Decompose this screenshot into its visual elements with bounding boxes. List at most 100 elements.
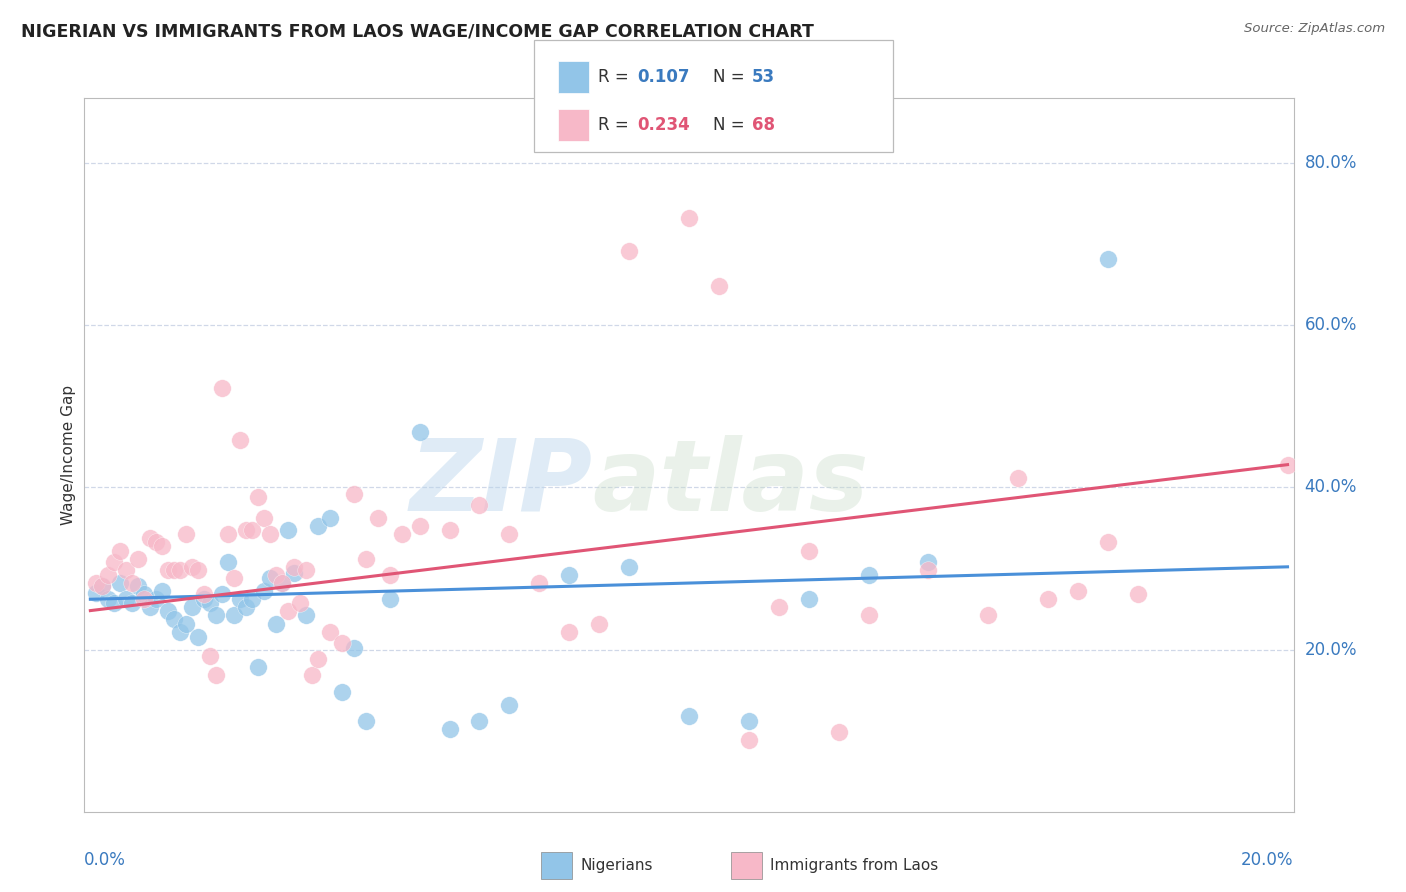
Text: 40.0%: 40.0%	[1305, 478, 1357, 496]
Point	[288, 595, 311, 609]
Point	[253, 584, 276, 599]
Point	[343, 487, 366, 501]
Point	[277, 604, 299, 618]
Point	[150, 539, 173, 553]
Point	[259, 527, 281, 541]
Point	[97, 592, 120, 607]
Point	[145, 535, 167, 549]
Point	[917, 555, 939, 569]
Text: 0.234: 0.234	[637, 116, 690, 134]
Point	[1007, 470, 1029, 484]
Point	[498, 698, 520, 712]
Text: 0.0%: 0.0%	[84, 851, 127, 869]
Point	[134, 587, 156, 601]
Point	[617, 559, 640, 574]
Point	[330, 636, 353, 650]
Point	[103, 555, 125, 569]
Text: R =: R =	[598, 116, 634, 134]
Point	[498, 527, 520, 541]
Text: R =: R =	[598, 69, 634, 87]
Text: 60.0%: 60.0%	[1305, 316, 1357, 334]
Point	[187, 631, 209, 645]
Point	[217, 527, 239, 541]
Point	[1126, 587, 1149, 601]
Point	[110, 576, 132, 591]
Point	[468, 498, 491, 512]
Point	[295, 608, 318, 623]
Point	[91, 579, 114, 593]
Point	[127, 579, 149, 593]
Point	[217, 555, 239, 569]
Point	[174, 527, 197, 541]
Point	[246, 490, 269, 504]
Point	[1067, 584, 1090, 599]
Point	[378, 592, 401, 607]
Point	[283, 559, 305, 574]
Text: N =: N =	[713, 69, 749, 87]
Point	[270, 576, 292, 591]
Text: 80.0%: 80.0%	[1305, 154, 1357, 172]
Point	[211, 381, 233, 395]
Point	[354, 551, 377, 566]
Text: 53: 53	[752, 69, 775, 87]
Text: 20.0%: 20.0%	[1241, 851, 1294, 869]
Point	[354, 714, 377, 728]
Point	[222, 571, 245, 585]
Text: N =: N =	[713, 116, 749, 134]
Text: 20.0%: 20.0%	[1305, 640, 1357, 658]
Point	[797, 592, 820, 607]
Point	[827, 725, 849, 739]
Point	[211, 587, 233, 601]
Point	[617, 244, 640, 258]
Point	[797, 543, 820, 558]
Point	[198, 595, 221, 609]
Point	[558, 568, 581, 582]
Point	[270, 576, 292, 591]
Point	[187, 563, 209, 577]
Point	[1097, 535, 1119, 549]
Point	[91, 579, 114, 593]
Point	[738, 714, 761, 728]
Text: ZIP: ZIP	[409, 435, 592, 532]
Point	[367, 511, 389, 525]
Point	[529, 576, 551, 591]
Text: Nigerians: Nigerians	[581, 858, 654, 872]
Point	[264, 616, 287, 631]
Point	[343, 640, 366, 655]
Point	[163, 612, 186, 626]
Point	[97, 568, 120, 582]
Point	[193, 592, 215, 607]
Point	[307, 652, 329, 666]
Point	[205, 608, 228, 623]
Text: Immigrants from Laos: Immigrants from Laos	[770, 858, 939, 872]
Text: 0.107: 0.107	[637, 69, 689, 87]
Point	[917, 563, 939, 577]
Point	[319, 511, 342, 525]
Point	[163, 563, 186, 577]
Point	[295, 563, 318, 577]
Point	[246, 660, 269, 674]
Point	[259, 571, 281, 585]
Point	[115, 563, 138, 577]
Point	[977, 608, 1000, 623]
Text: atlas: atlas	[592, 435, 869, 532]
Point	[858, 568, 880, 582]
Point	[1277, 458, 1299, 472]
Point	[588, 616, 610, 631]
Point	[707, 279, 730, 293]
Point	[439, 523, 461, 537]
Point	[738, 733, 761, 747]
Point	[307, 519, 329, 533]
Point	[139, 600, 162, 615]
Point	[169, 563, 191, 577]
Point	[222, 608, 245, 623]
Point	[103, 595, 125, 609]
Y-axis label: Wage/Income Gap: Wage/Income Gap	[60, 384, 76, 525]
Point	[193, 587, 215, 601]
Point	[205, 668, 228, 682]
Point	[240, 592, 263, 607]
Point	[229, 592, 252, 607]
Point	[174, 616, 197, 631]
Text: NIGERIAN VS IMMIGRANTS FROM LAOS WAGE/INCOME GAP CORRELATION CHART: NIGERIAN VS IMMIGRANTS FROM LAOS WAGE/IN…	[21, 22, 814, 40]
Point	[283, 566, 305, 580]
